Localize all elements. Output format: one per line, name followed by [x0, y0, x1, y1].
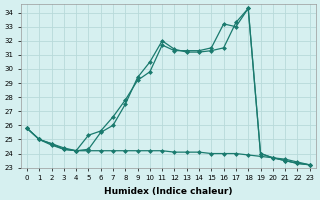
X-axis label: Humidex (Indice chaleur): Humidex (Indice chaleur) — [104, 187, 233, 196]
